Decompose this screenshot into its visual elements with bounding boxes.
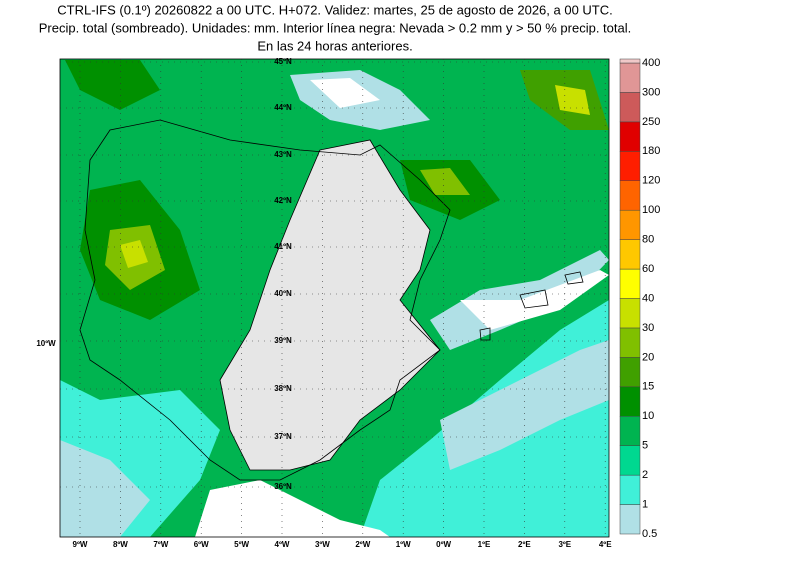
colorbar-label: 400 (642, 57, 660, 69)
precip-area (420, 168, 470, 195)
colorbar-label: 120 (642, 175, 660, 187)
colorbar-label: 20 (642, 351, 654, 363)
precip-area (555, 85, 590, 115)
lat-label: 42ºN (274, 196, 292, 205)
lat-label: 40ºN (274, 289, 292, 298)
lat-label: 39ºN (274, 336, 292, 345)
colorbar-label: 10 (642, 410, 654, 422)
colorbar-swatch (619, 62, 641, 93)
colorbar-swatch (619, 327, 641, 358)
dry-area (460, 270, 609, 330)
lon-label: 1ºE (478, 540, 491, 549)
map-frame (59, 58, 610, 538)
lat-label: 37ºN (274, 432, 292, 441)
precip-area (60, 440, 150, 537)
colorbar-swatch (619, 209, 641, 240)
colorbar-swatch (619, 58, 641, 64)
colorbar-swatch (619, 474, 641, 505)
title-line: En las 24 horas anteriores. (257, 38, 412, 53)
lon-label: 7ºW (153, 540, 168, 549)
colorbar-swatch (619, 357, 641, 388)
lat-label: 45ºN (274, 57, 292, 66)
colorbar-swatch (619, 298, 641, 329)
colorbar-label: 300 (642, 86, 660, 98)
colorbar-swatch (619, 416, 641, 446)
coastline (79, 119, 451, 481)
colorbar-label: 30 (642, 322, 654, 334)
lon-label: 4ºW (275, 540, 290, 549)
snow-area (219, 139, 441, 471)
colorbar-swatch (619, 239, 641, 270)
colorbar-swatch (619, 92, 641, 123)
map (60, 59, 609, 537)
lat-label: 38ºN (274, 384, 292, 393)
lon-label: 2ºE (518, 540, 531, 549)
title-line: CTRL-IFS (0.1º) 20260822 a 00 UTC. H+072… (57, 2, 613, 17)
precip-area (65, 60, 160, 110)
islands (479, 271, 584, 341)
colorbar-swatch (619, 151, 641, 181)
lon-label: 9ºW (73, 540, 88, 549)
lon-label: 5ºW (234, 540, 249, 549)
colorbar-label: 2 (642, 469, 648, 481)
colorbar-swatch (619, 268, 641, 299)
lon-label: 10ºW (36, 339, 56, 348)
colorbar-label: 0.5 (642, 528, 657, 540)
colorbar-label: 80 (642, 234, 654, 246)
colorbar-label: 1 (642, 498, 648, 510)
lon-label: 4ºE (599, 540, 612, 549)
lat-label: 36ºN (274, 482, 292, 491)
colorbar-label: 15 (642, 381, 654, 393)
lon-label: 1ºW (396, 540, 411, 549)
dry-area (195, 480, 390, 537)
dry-area (310, 78, 380, 108)
lon-label: 3ºW (315, 540, 330, 549)
colorbar-swatch (619, 180, 641, 211)
colorbar-swatch (619, 504, 641, 535)
title-line: Precip. total (sombreado). Unidades: mm.… (39, 20, 632, 35)
lon-label: 6ºW (194, 540, 209, 549)
colorbar-label: 40 (642, 292, 654, 304)
lon-label: 8ºW (113, 540, 128, 549)
lon-label: 0ºW (436, 540, 451, 549)
colorbar-label: 250 (642, 116, 660, 128)
lon-label: 3ºE (558, 540, 571, 549)
lat-label: 44ºN (274, 103, 292, 112)
colorbar-swatch (619, 121, 641, 152)
colorbar-swatch (619, 386, 641, 417)
lat-label: 41ºN (274, 242, 292, 251)
precip-area (440, 340, 609, 470)
lon-label: 2ºW (355, 540, 370, 549)
colorbar-label: 60 (642, 263, 654, 275)
colorbar-label: 5 (642, 440, 648, 452)
colorbar-label: 100 (642, 204, 660, 216)
colorbar-label: 180 (642, 145, 660, 157)
lat-label: 43ºN (274, 150, 292, 159)
colorbar-swatch (619, 445, 641, 476)
